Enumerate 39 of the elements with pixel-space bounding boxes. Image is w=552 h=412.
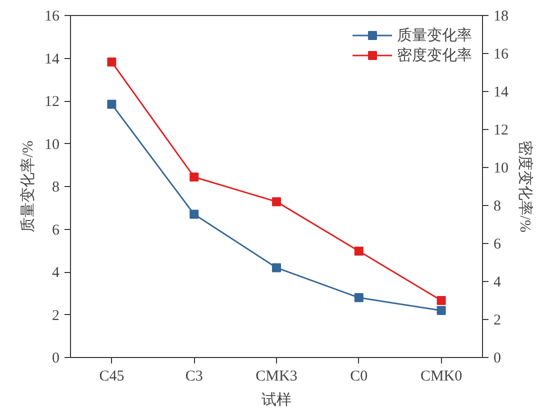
y2-tick-label: 14: [494, 84, 509, 100]
point: [272, 263, 281, 272]
y-tick-label: 4: [52, 265, 60, 281]
point: [190, 172, 199, 182]
point: [107, 58, 116, 67]
point: [190, 210, 199, 219]
point: [272, 197, 281, 206]
y2-tick-label: 6: [494, 236, 502, 252]
x-tick-label: CMK0: [420, 368, 462, 384]
y2-axis-title: 密度变化率/%: [516, 140, 534, 232]
y-tick-label: 16: [44, 8, 60, 24]
x-tick-label: CMK3: [256, 368, 298, 384]
y2-tick-label: 0: [494, 350, 501, 366]
y-tick-label: 6: [52, 222, 60, 238]
y-tick-label: 0: [52, 350, 60, 366]
y-tick-label: 2: [52, 308, 60, 324]
point: [436, 296, 446, 305]
x-tick-label: C0: [350, 368, 368, 384]
y-axis-title: 质量变化率/%: [20, 140, 36, 232]
legend-label: 质量变化率: [397, 26, 472, 44]
y-tick-label: 14: [44, 51, 60, 68]
y-tick-label: 8: [52, 180, 60, 196]
legend-label: 密度变化率: [397, 46, 472, 64]
y2-tick-label: 18: [494, 8, 508, 24]
y2-tick-label: 4: [494, 274, 502, 290]
point: [354, 293, 364, 302]
y-tick-label: 10: [44, 136, 60, 153]
y2-tick-label: 8: [494, 198, 501, 214]
x-tick-label: C3: [185, 368, 203, 384]
y2-tick-label: 2: [494, 312, 501, 328]
point: [436, 306, 446, 315]
x-axis-title: 试样: [262, 392, 292, 408]
y2-tick-label: 12: [494, 122, 508, 138]
point: [107, 100, 116, 109]
y2-tick-label: 16: [494, 46, 509, 62]
y2-tick-label: 10: [494, 160, 508, 176]
point: [354, 246, 364, 256]
y-tick-label: 12: [44, 94, 60, 110]
x-tick-label: C45: [99, 368, 124, 384]
